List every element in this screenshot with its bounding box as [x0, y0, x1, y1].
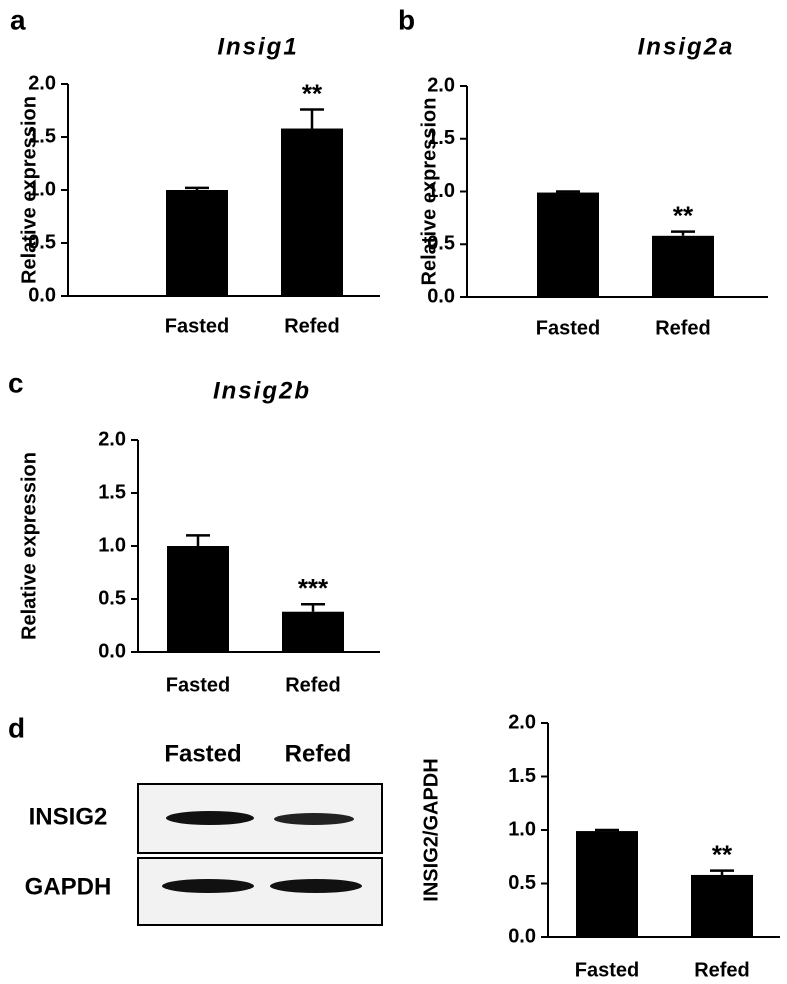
y-tick-label: 0.5 [28, 231, 56, 253]
band [274, 813, 354, 825]
x-tick-label: Refed [655, 317, 711, 339]
y-tick-label: 2.0 [98, 428, 126, 450]
x-tick-label: Fasted [165, 315, 229, 337]
y-tick-label: 0.5 [98, 587, 126, 609]
panel-label: a [10, 4, 26, 35]
y-tick-label: 0.0 [427, 285, 455, 307]
y-tick-label: 1.0 [98, 534, 126, 556]
band [162, 879, 254, 893]
significance-label: *** [298, 573, 329, 603]
error-bar [556, 190, 580, 193]
x-tick-label: Refed [694, 959, 750, 981]
y-tick-label: 0.0 [508, 925, 536, 947]
significance-label: ** [712, 840, 733, 870]
row-label: INSIG2 [29, 803, 108, 830]
y-axis-label: INSIG2/GAPDH [420, 758, 442, 901]
lane-label: Refed [285, 740, 352, 767]
lane-label: Fasted [164, 740, 241, 767]
blot-box [137, 857, 383, 926]
chart-title: Insig1 [217, 33, 298, 60]
bar [652, 235, 714, 297]
y-tick-label: 2.0 [28, 72, 56, 94]
bar [537, 192, 599, 297]
error-bar [671, 230, 695, 236]
y-tick-label: 1.0 [508, 818, 536, 840]
y-tick-label: 1.0 [28, 178, 56, 200]
error-bar [710, 869, 734, 875]
error-bar [595, 828, 619, 832]
error-bar [186, 534, 210, 546]
significance-label: ** [673, 200, 694, 230]
panel-label: b [398, 4, 415, 35]
chart-title: Insig2a [638, 33, 735, 60]
significance-label: ** [302, 78, 323, 108]
y-tick-label: 1.5 [28, 125, 56, 147]
bar [281, 128, 343, 296]
bar [166, 190, 228, 296]
bar [167, 546, 229, 652]
y-axis-label: Relative expression [18, 96, 40, 284]
y-tick-label: 0.5 [427, 233, 455, 255]
y-tick-label: 0.0 [28, 284, 56, 306]
x-tick-label: Fasted [575, 959, 639, 981]
y-tick-label: 0.5 [508, 872, 536, 894]
row-label: GAPDH [25, 873, 112, 900]
western-blot: Fasted Refed INSIG2 GAPDH [25, 740, 383, 926]
y-axis-label: Relative expression [418, 98, 440, 286]
y-tick-label: 1.5 [98, 481, 126, 503]
bar [691, 874, 753, 937]
x-tick-label: Fasted [166, 674, 230, 696]
y-tick-label: 1.5 [508, 765, 536, 787]
x-tick-label: Refed [284, 315, 340, 337]
panel-label: d [8, 712, 25, 743]
y-tick-label: 2.0 [508, 711, 536, 733]
x-tick-label: Refed [285, 674, 341, 696]
error-bar [185, 186, 209, 190]
error-bar [300, 108, 324, 129]
bar [576, 831, 638, 937]
error-bar [301, 603, 325, 612]
band [270, 879, 362, 893]
panel-label: c [8, 367, 24, 398]
y-tick-label: 1.5 [427, 127, 455, 149]
y-tick-label: 2.0 [427, 74, 455, 96]
chart-title: Insig2b [213, 377, 311, 404]
band [166, 811, 254, 825]
x-tick-label: Fasted [536, 317, 600, 339]
y-axis-label: Relative expression [18, 452, 40, 640]
y-tick-label: 0.0 [98, 640, 126, 662]
bar [282, 611, 344, 652]
y-tick-label: 1.0 [427, 180, 455, 202]
